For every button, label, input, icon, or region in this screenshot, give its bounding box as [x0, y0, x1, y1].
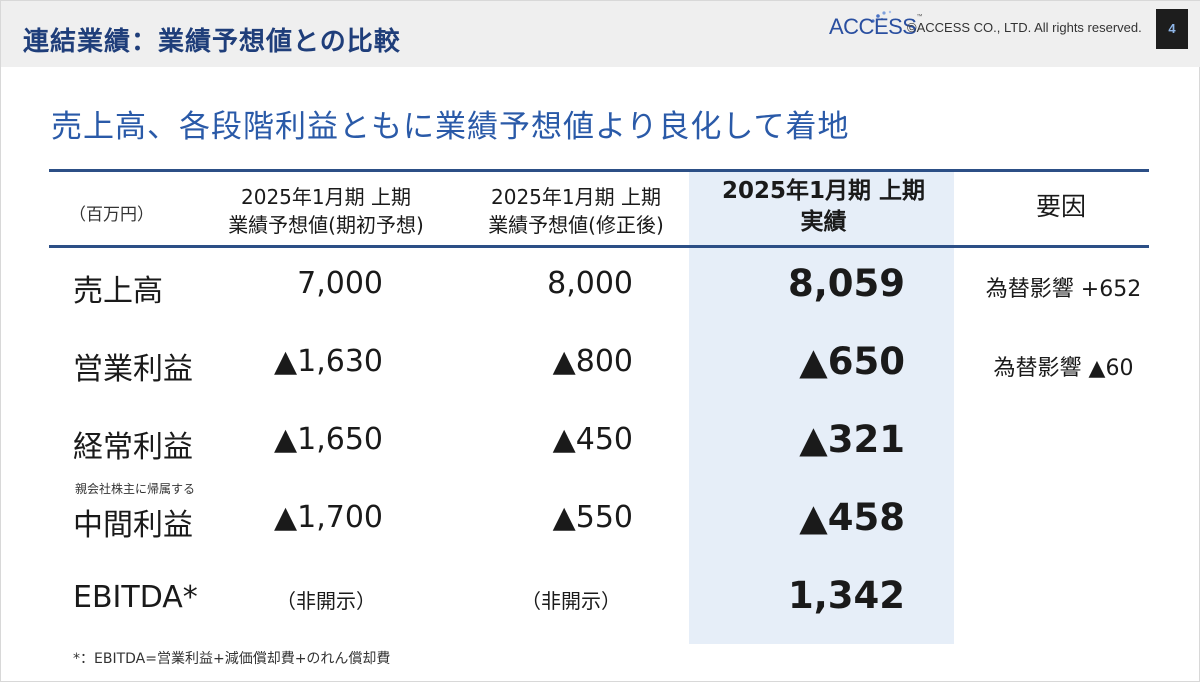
row-label-operating-income: 営業利益 — [73, 352, 193, 387]
row-label-ebitda: EBITDA* — [73, 580, 198, 615]
logo-trademark: ™ — [916, 14, 922, 20]
interim-revised: ▲550 — [552, 500, 633, 535]
header-line: 2025年1月期 上期 — [491, 185, 661, 209]
operating-initial: ▲1,630 — [274, 344, 383, 379]
header-factor: 要因 — [1035, 192, 1086, 221]
table-header-rule — [49, 245, 1149, 248]
interim-initial: ▲1,700 — [274, 500, 383, 535]
company-logo: ACCESS™ — [829, 14, 922, 40]
header-line: 2025年1月期 上期 — [241, 185, 411, 209]
header-band — [1, 1, 1200, 67]
row-label-interim-income: 中間利益 — [73, 508, 193, 543]
header-revised-forecast: 2025年1月期 上期 業績予想値(修正後) — [451, 183, 701, 239]
ebitda-initial: （非開示） — [276, 589, 376, 613]
unit-label: （百万円） — [69, 205, 154, 225]
copyright: ©ACCESS CO., LTD. All rights reserved. — [907, 20, 1142, 35]
operating-revised: ▲800 — [552, 344, 633, 379]
header-line: 2025年1月期 上期 — [721, 178, 926, 204]
logo-dots-icon — [871, 10, 892, 23]
header-initial-forecast: 2025年1月期 上期 業績予想値(期初予想) — [196, 183, 456, 239]
header-actual: 2025年1月期 上期 実績 — [691, 176, 956, 238]
ebitda-actual: 1,342 — [787, 574, 905, 617]
sales-factor: 為替影響 +652 — [985, 277, 1142, 302]
header-line: 業績予想値(期初予想) — [228, 213, 424, 237]
sales-revised: 8,000 — [547, 266, 633, 301]
interim-actual: ▲458 — [799, 496, 905, 539]
table-top-rule — [49, 169, 1149, 172]
logo-text: ACCESS — [829, 14, 917, 39]
subtitle: 売上高、各段階利益ともに業績予想値より良化して着地 — [51, 109, 850, 145]
sales-actual: 8,059 — [787, 262, 905, 305]
header-line: 実績 — [800, 209, 847, 235]
row-label-ordinary-income: 経常利益 — [73, 430, 193, 465]
actual-column-highlight — [689, 172, 954, 644]
page-number: 4 — [1156, 9, 1188, 49]
operating-factor: 為替影響 ▲60 — [993, 356, 1134, 381]
ordinary-actual: ▲321 — [799, 418, 905, 461]
header-line: 業績予想値(修正後) — [488, 213, 664, 237]
ordinary-revised: ▲450 — [552, 422, 633, 457]
page-title: 連結業績：業績予想値との比較 — [23, 27, 401, 57]
row-label-sales: 売上高 — [73, 274, 163, 309]
ordinary-initial: ▲1,650 — [274, 422, 383, 457]
ebitda-revised: （非開示） — [521, 589, 621, 613]
sales-initial: 7,000 — [297, 266, 383, 301]
operating-actual: ▲650 — [799, 340, 905, 383]
row-note-parent: 親会社株主に帰属する — [75, 482, 196, 496]
footnote: *：EBITDA=営業利益+減価償却費+のれん償却費 — [73, 651, 391, 667]
